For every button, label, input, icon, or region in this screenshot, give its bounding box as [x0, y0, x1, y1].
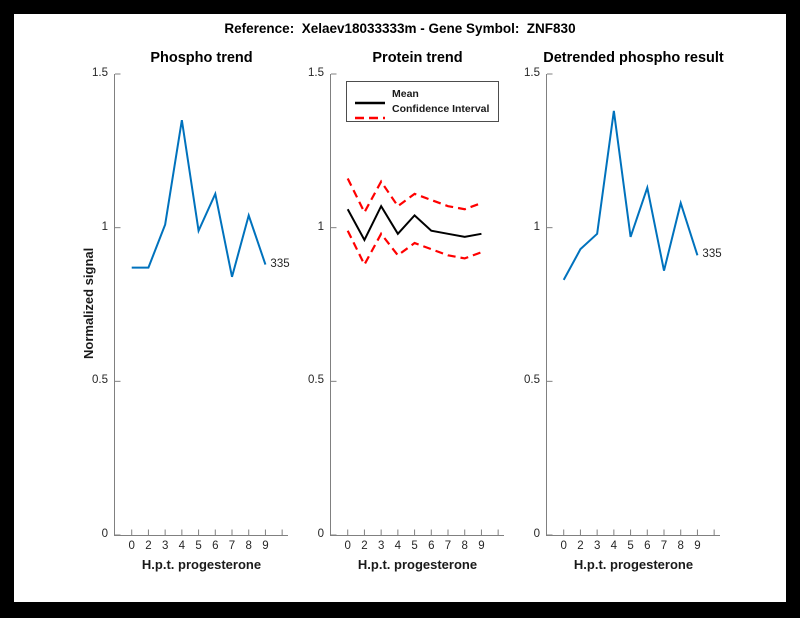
figure-title: Reference: Xelaev18033333m - Gene Symbol… — [224, 21, 576, 36]
series-phospho-signal — [131, 119, 267, 278]
x-tick-label: 0 — [128, 540, 135, 552]
x-tick-label: 9 — [478, 540, 485, 552]
x-tick-label: 6 — [644, 540, 651, 552]
figure-canvas: Reference: Xelaev18033333m - Gene Symbol… — [14, 14, 786, 602]
plot-area — [547, 73, 715, 536]
x-tick-label: 2 — [577, 540, 584, 552]
legend-item-label: Mean — [392, 88, 419, 100]
x-tick-label: 7 — [228, 540, 236, 552]
plot-area — [331, 73, 499, 536]
x-tick-label: 3 — [161, 540, 169, 552]
legend-item: Confidence Interval — [355, 102, 490, 120]
x-axis-label: H.p.t. progesterone — [357, 557, 478, 572]
y-tick-label: 1.5 — [524, 67, 540, 79]
y-tick-label: 0.5 — [524, 374, 540, 387]
subplot-phospho-trend: Phospho trend 0 2 3 4 5 6 7 8 9 0 0.5 1 1.5 H.p.t. pro… — [92, 50, 290, 572]
legend: Mean Confidence Interval — [346, 81, 500, 122]
x-tick-label: 9 — [262, 540, 269, 552]
x-tick-label: 7 — [444, 540, 452, 552]
legend-solid-line-icon — [355, 92, 385, 105]
y-tick-label: 1 — [101, 220, 108, 233]
y-tick-label: 0 — [317, 528, 324, 540]
x-tick-label: 7 — [660, 540, 668, 552]
y-tick-label: 1 — [533, 220, 540, 233]
subplot-detrended-phospho-result: Detrended phospho result 0 2 3 4 5 6 7 8 9 0 0.5 1 1.… — [524, 50, 724, 572]
x-tick-label: 9 — [694, 540, 701, 552]
x-tick-label: 0 — [560, 540, 567, 552]
series-detrended-phospho — [562, 110, 699, 281]
legend-item: Mean — [355, 87, 489, 105]
x-tick-label: 6 — [428, 540, 435, 552]
chart-title: Phospho trend — [150, 50, 253, 66]
series-confidence-lower — [346, 230, 482, 267]
x-tick-label: 8 — [461, 540, 468, 552]
y-tick-label: 1.5 — [92, 67, 108, 79]
y-tick-label: 1.5 — [308, 67, 324, 79]
y-tick-label: 1 — [317, 220, 324, 233]
plot-area — [115, 73, 283, 536]
x-tick-label: 2 — [361, 540, 368, 552]
x-tick-label: 4 — [178, 540, 186, 552]
x-tick-label: 6 — [212, 540, 219, 552]
x-axis-label: H.p.t. progesterone — [141, 557, 262, 572]
y-tick-label: 0 — [533, 528, 540, 540]
x-tick-label: 8 — [677, 540, 684, 552]
x-tick-label: 0 — [344, 540, 351, 552]
series-mean — [346, 204, 482, 243]
x-axis-label: H.p.t. progesterone — [573, 557, 694, 572]
series-end-label: 335 — [270, 257, 290, 270]
y-tick-label: 0 — [101, 528, 108, 540]
x-tick-label: 4 — [394, 540, 402, 552]
y-tick-label: 0.5 — [92, 374, 108, 387]
series-confidence-upper — [346, 178, 482, 215]
x-tick-label: 5 — [627, 540, 634, 552]
y-axis-label: Normalized signal — [81, 247, 96, 359]
x-tick-label: 5 — [195, 540, 202, 552]
x-tick-label: 8 — [245, 540, 252, 552]
x-tick-label: 5 — [411, 540, 418, 552]
x-tick-label: 3 — [377, 540, 385, 552]
chart-title: Protein trend — [372, 50, 463, 66]
legend-dashed-line-icon — [355, 107, 385, 120]
x-tick-label: 4 — [610, 540, 618, 552]
x-tick-label: 2 — [145, 540, 152, 552]
chart-title: Detrended phospho result — [543, 50, 724, 66]
subplot-protein-trend: Protein trend 0 2 3 4 5 6 7 8 9 0 0.5 1 1.5 H.p.t. pro… — [308, 50, 504, 572]
series-end-label: 335 — [702, 248, 722, 261]
x-tick-label: 3 — [593, 540, 601, 552]
y-tick-label: 0.5 — [308, 374, 324, 387]
legend-item-label: Confidence Interval — [392, 103, 490, 115]
